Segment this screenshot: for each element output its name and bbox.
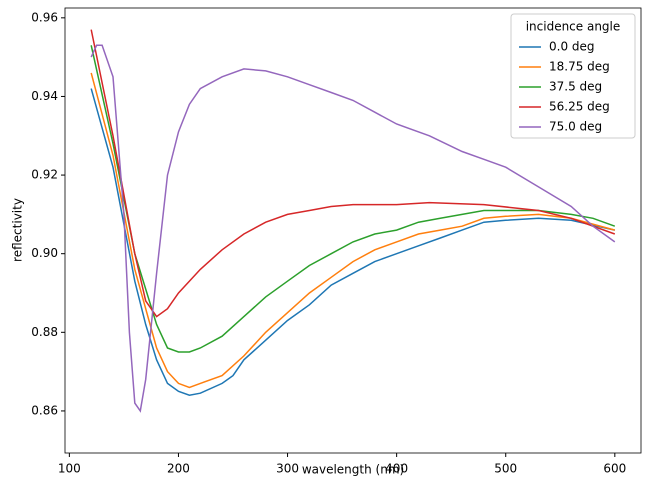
legend-label: 18.75 deg [549, 60, 610, 74]
x-axis-label: wavelength (nm) [302, 463, 404, 477]
x-tick-label: 300 [276, 462, 299, 476]
data-line [90, 29, 616, 318]
x-tick-label: 500 [494, 462, 517, 476]
y-tick-label: 0.92 [31, 168, 58, 182]
x-tick-label: 600 [603, 462, 626, 476]
y-axis-label: reflectivity [11, 198, 25, 262]
legend-label: 37.5 deg [549, 80, 602, 94]
x-tick-label: 200 [167, 462, 190, 476]
plot-frame [64, 7, 642, 454]
legend-label: 56.25 deg [549, 100, 610, 114]
data-line [90, 88, 615, 396]
y-tick-label: 0.94 [31, 89, 58, 103]
y-tick-label: 0.86 [31, 403, 58, 417]
y-tick-label: 0.88 [31, 325, 58, 339]
legend-label: 75.0 deg [549, 120, 602, 134]
y-tick-label: 0.96 [31, 10, 58, 24]
legend-box [510, 13, 636, 139]
x-tick-label: 400 [385, 462, 408, 476]
legend-title: incidence angle [526, 20, 621, 34]
legend-label: 0.0 deg [549, 40, 595, 54]
x-tick-label: 100 [58, 462, 81, 476]
data-line [90, 45, 616, 353]
y-tick-label: 0.90 [31, 246, 58, 260]
data-line [90, 44, 616, 413]
data-line [90, 72, 615, 389]
